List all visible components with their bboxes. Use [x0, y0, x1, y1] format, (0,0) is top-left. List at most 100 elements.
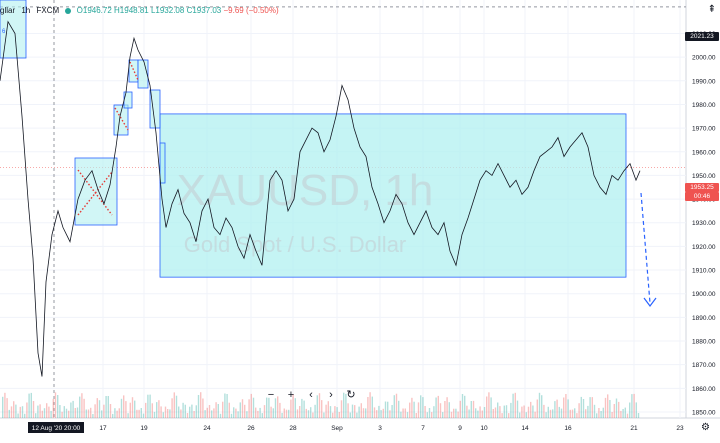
- volume-bar: [593, 404, 596, 418]
- volume-bar: [327, 401, 329, 418]
- scroll-left-button[interactable]: ‹: [309, 389, 313, 401]
- time-tick-label: 10: [480, 425, 488, 432]
- volume-bar: [98, 400, 101, 418]
- volume-bar: [79, 396, 81, 418]
- volume-bar: [631, 394, 633, 418]
- volume-bar: [118, 408, 120, 418]
- volume-bar: [6, 398, 8, 418]
- volume-bar: [567, 399, 569, 418]
- volume-bar: [340, 400, 343, 418]
- volume-bar: [332, 412, 334, 418]
- volume-bar: [629, 402, 631, 418]
- volume-bar: [164, 406, 167, 418]
- time-tick-label: 17: [99, 425, 107, 432]
- volume-bar: [389, 410, 391, 418]
- volume-bar: [413, 401, 415, 418]
- volume-bar: [552, 409, 554, 418]
- crosshair-price-tag: 2021.23: [685, 32, 719, 41]
- volume-bar: [519, 412, 521, 418]
- price-tick-label: 1900.00: [692, 291, 716, 298]
- volume-bar: [312, 412, 314, 418]
- volume-bar: [134, 400, 136, 418]
- volume-bar: [450, 411, 453, 418]
- volume-bar: [307, 410, 310, 418]
- volume-bar: [398, 400, 400, 418]
- volume-bar: [626, 413, 629, 418]
- volume-bar: [76, 407, 79, 418]
- volume-bar: [483, 407, 486, 418]
- volume-bar: [596, 413, 598, 418]
- volume-bar: [219, 413, 222, 418]
- forecast-arrow-line: [640, 192, 651, 304]
- volume-bar: [270, 406, 272, 418]
- volume-bar: [338, 412, 340, 418]
- price-tick-label: 1880.00: [692, 339, 716, 346]
- volume-bar: [585, 409, 587, 418]
- volume-bar: [57, 395, 59, 418]
- volume-bar: [620, 410, 622, 418]
- volume-bar: [92, 414, 94, 418]
- volume-bar: [68, 410, 70, 418]
- scroll-right-button[interactable]: ›: [329, 389, 333, 401]
- volume-bar: [10, 406, 13, 418]
- reset-chart-button[interactable]: ↻: [346, 389, 356, 401]
- volume-bar: [145, 402, 147, 418]
- zoom-in-button[interactable]: +: [287, 389, 295, 401]
- volume-bar: [422, 397, 424, 418]
- chart-header: gllar 1h FXCM O1946.72 H1948.81 L1932.08…: [0, 6, 279, 15]
- symbol-label[interactable]: gllar: [0, 6, 16, 15]
- volume-bar: [230, 413, 233, 418]
- interval-label[interactable]: 1h: [21, 6, 31, 15]
- volume-bar: [197, 395, 200, 418]
- volume-bar: [288, 409, 290, 418]
- price-tick-label: 2000.00: [692, 55, 716, 62]
- volume-bar: [369, 392, 371, 418]
- volume-bar: [466, 405, 468, 418]
- volume-bar: [598, 408, 600, 418]
- volume-bar: [512, 393, 514, 418]
- volume-bar: [226, 394, 228, 418]
- volume-bar: [633, 393, 635, 418]
- volume-bar: [235, 408, 237, 418]
- volume-bar: [351, 404, 354, 418]
- price-tick-label: 1860.00: [692, 386, 716, 393]
- volume-bar: [470, 401, 472, 418]
- volume-bar: [532, 405, 534, 418]
- time-tick-label: Sep: [331, 425, 343, 432]
- volume-bar: [285, 409, 288, 418]
- time-tick-label: 26: [247, 425, 255, 432]
- volume-bar: [292, 394, 294, 418]
- volume-bar: [565, 394, 567, 418]
- volume-bar: [323, 412, 325, 418]
- volume-bar: [202, 398, 204, 418]
- volume-bar: [362, 408, 365, 418]
- volume-bar: [90, 407, 92, 418]
- pattern-box: [74, 157, 118, 226]
- volume-bar: [448, 402, 450, 418]
- volume-bar: [380, 410, 382, 418]
- volume-bar: [37, 405, 39, 418]
- gear-icon[interactable]: ⚙: [701, 422, 710, 433]
- volume-bar: [149, 394, 151, 418]
- volume-bar: [461, 394, 464, 418]
- volume-bar: [17, 413, 19, 418]
- volume-bar: [582, 399, 585, 418]
- pattern-box: [137, 59, 149, 89]
- volume-bar: [367, 397, 369, 418]
- volume-bar: [591, 397, 593, 418]
- volume-bar: [523, 405, 525, 418]
- volume-bar: [477, 410, 479, 418]
- expand-icon[interactable]: ⇞: [707, 4, 716, 15]
- volume-bar: [263, 405, 266, 418]
- volume-bar: [497, 402, 499, 418]
- volume-bar: [299, 406, 301, 418]
- volume-bar: [131, 397, 134, 418]
- volume-bar: [321, 400, 323, 418]
- zoom-out-button[interactable]: −: [267, 389, 275, 401]
- volume-bar: [244, 404, 246, 418]
- volume-bar: [615, 398, 618, 418]
- volume-bar: [54, 392, 57, 418]
- low-value: L1932.08: [150, 6, 185, 15]
